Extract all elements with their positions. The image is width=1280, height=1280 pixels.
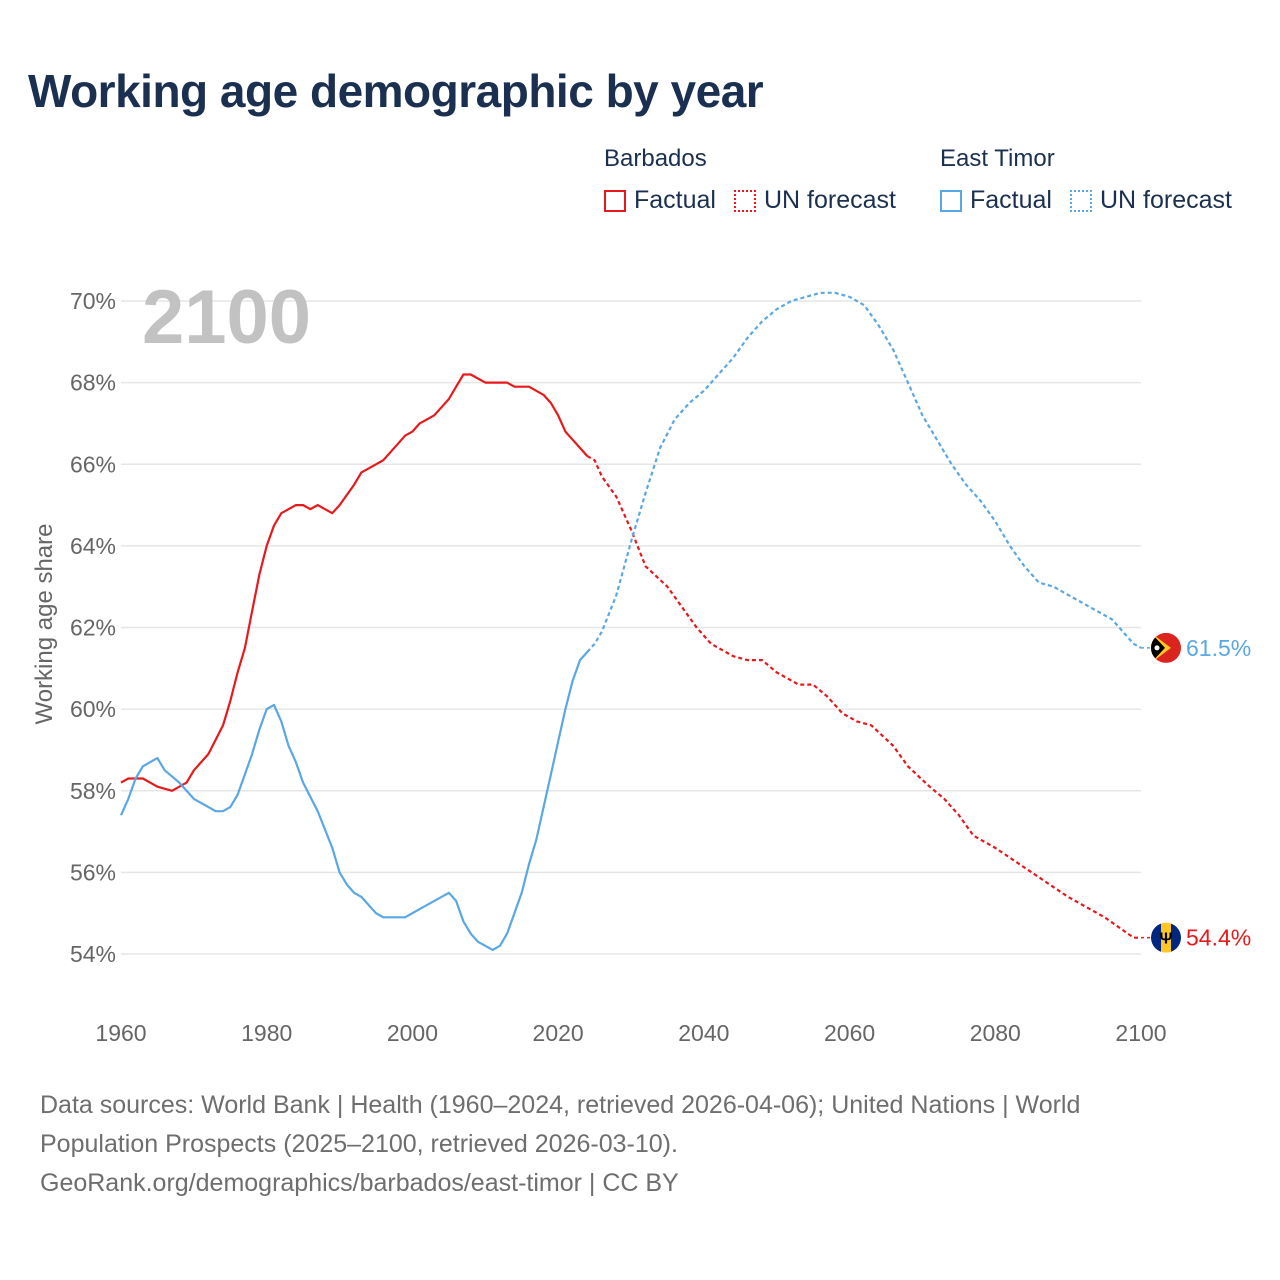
x-tick-label: 2100 xyxy=(1115,1020,1166,1046)
y-tick-label: 68% xyxy=(70,370,116,396)
series-line-barbados-forecast[interactable] xyxy=(586,455,1141,939)
east-timor-flag-icon xyxy=(1151,632,1181,663)
legend-label-east-timor-factual: Factual xyxy=(970,186,1052,214)
legend-label-east-timor-forecast: UN forecast xyxy=(1099,186,1232,214)
source-line-1: Data sources: World Bank | Health (1960–… xyxy=(40,1091,1081,1119)
legend-east-timor: East Timor Factual UN forecast xyxy=(940,144,1232,215)
line-chart: 54% 56% 58% 60% 62% 64% 66% 68% 70% 1960 1980 2000… xyxy=(31,275,1251,1046)
legend-item-barbados-factual[interactable]: Factual xyxy=(604,186,716,215)
legend-swatch-east-timor-factual xyxy=(940,189,962,212)
y-tick-label: 60% xyxy=(70,696,116,722)
series-lines xyxy=(119,291,1142,952)
x-tick-label: 2080 xyxy=(970,1020,1021,1046)
source-line-3: GeoRank.org/demographics/barbados/east-t… xyxy=(40,1169,679,1197)
y-tick-label: 58% xyxy=(70,778,116,804)
source-note: Data sources: World Bank | Health (1960–… xyxy=(40,1086,1220,1203)
end-value-label-barbados: 54.4% xyxy=(1186,925,1251,951)
x-tick-label: 2060 xyxy=(824,1020,875,1046)
y-tick-label: 64% xyxy=(70,533,116,559)
legend-barbados: Barbados Factual UN forecast xyxy=(604,144,896,215)
source-line-2: Population Prospects (2025–2100, retriev… xyxy=(40,1130,678,1158)
series-line-barbados-factual[interactable] xyxy=(120,373,589,792)
series-line-east-timor-forecast[interactable] xyxy=(586,291,1142,653)
y-tick-label: 56% xyxy=(70,859,116,885)
x-tick-label: 2020 xyxy=(533,1020,584,1046)
legend-label-barbados-forecast: UN forecast xyxy=(763,186,896,214)
svg-text:Ψ: Ψ xyxy=(1160,931,1173,948)
legend-swatch-barbados-forecast xyxy=(733,189,756,212)
legend-swatch-barbados-factual xyxy=(604,189,626,212)
barbados-flag-icon: Ψ xyxy=(1151,922,1181,953)
chart-title: Working age demographic by year xyxy=(28,65,764,117)
series-end-labels: Ψ 54.4% 61.5% xyxy=(1141,632,1251,953)
y-tick-label: 54% xyxy=(70,941,116,967)
x-tick-label: 2000 xyxy=(387,1020,438,1046)
gridlines xyxy=(121,300,1141,955)
legend-group-name-east-timor: East Timor xyxy=(940,145,1055,172)
series-line-east-timor-factual[interactable] xyxy=(119,651,589,952)
end-value-label-east-timor: 61.5% xyxy=(1186,635,1251,661)
y-axis-label: Working age share xyxy=(31,524,58,725)
y-axis-ticks: 54% 56% 58% 60% 62% 64% 66% 68% 70% xyxy=(70,288,116,967)
legend-group-name-barbados: Barbados xyxy=(604,145,707,172)
x-tick-label: 1980 xyxy=(241,1020,292,1046)
x-axis-ticks: 1960 1980 2000 2020 2040 2060 2080 2100 xyxy=(95,1020,1166,1046)
legend-label-barbados-factual: Factual xyxy=(634,186,716,214)
x-tick-label: 1960 xyxy=(95,1020,146,1046)
y-tick-label: 62% xyxy=(70,615,116,641)
y-tick-label: 66% xyxy=(70,451,116,477)
legend-swatch-east-timor-forecast xyxy=(1069,189,1092,212)
legend-item-barbados-forecast[interactable]: UN forecast xyxy=(733,186,896,215)
legend-item-east-timor-factual[interactable]: Factual xyxy=(940,186,1052,215)
year-watermark: 2100 xyxy=(142,275,311,360)
x-tick-label: 2040 xyxy=(678,1020,729,1046)
legend-item-east-timor-forecast[interactable]: UN forecast xyxy=(1069,186,1232,215)
y-tick-label: 70% xyxy=(70,288,116,314)
